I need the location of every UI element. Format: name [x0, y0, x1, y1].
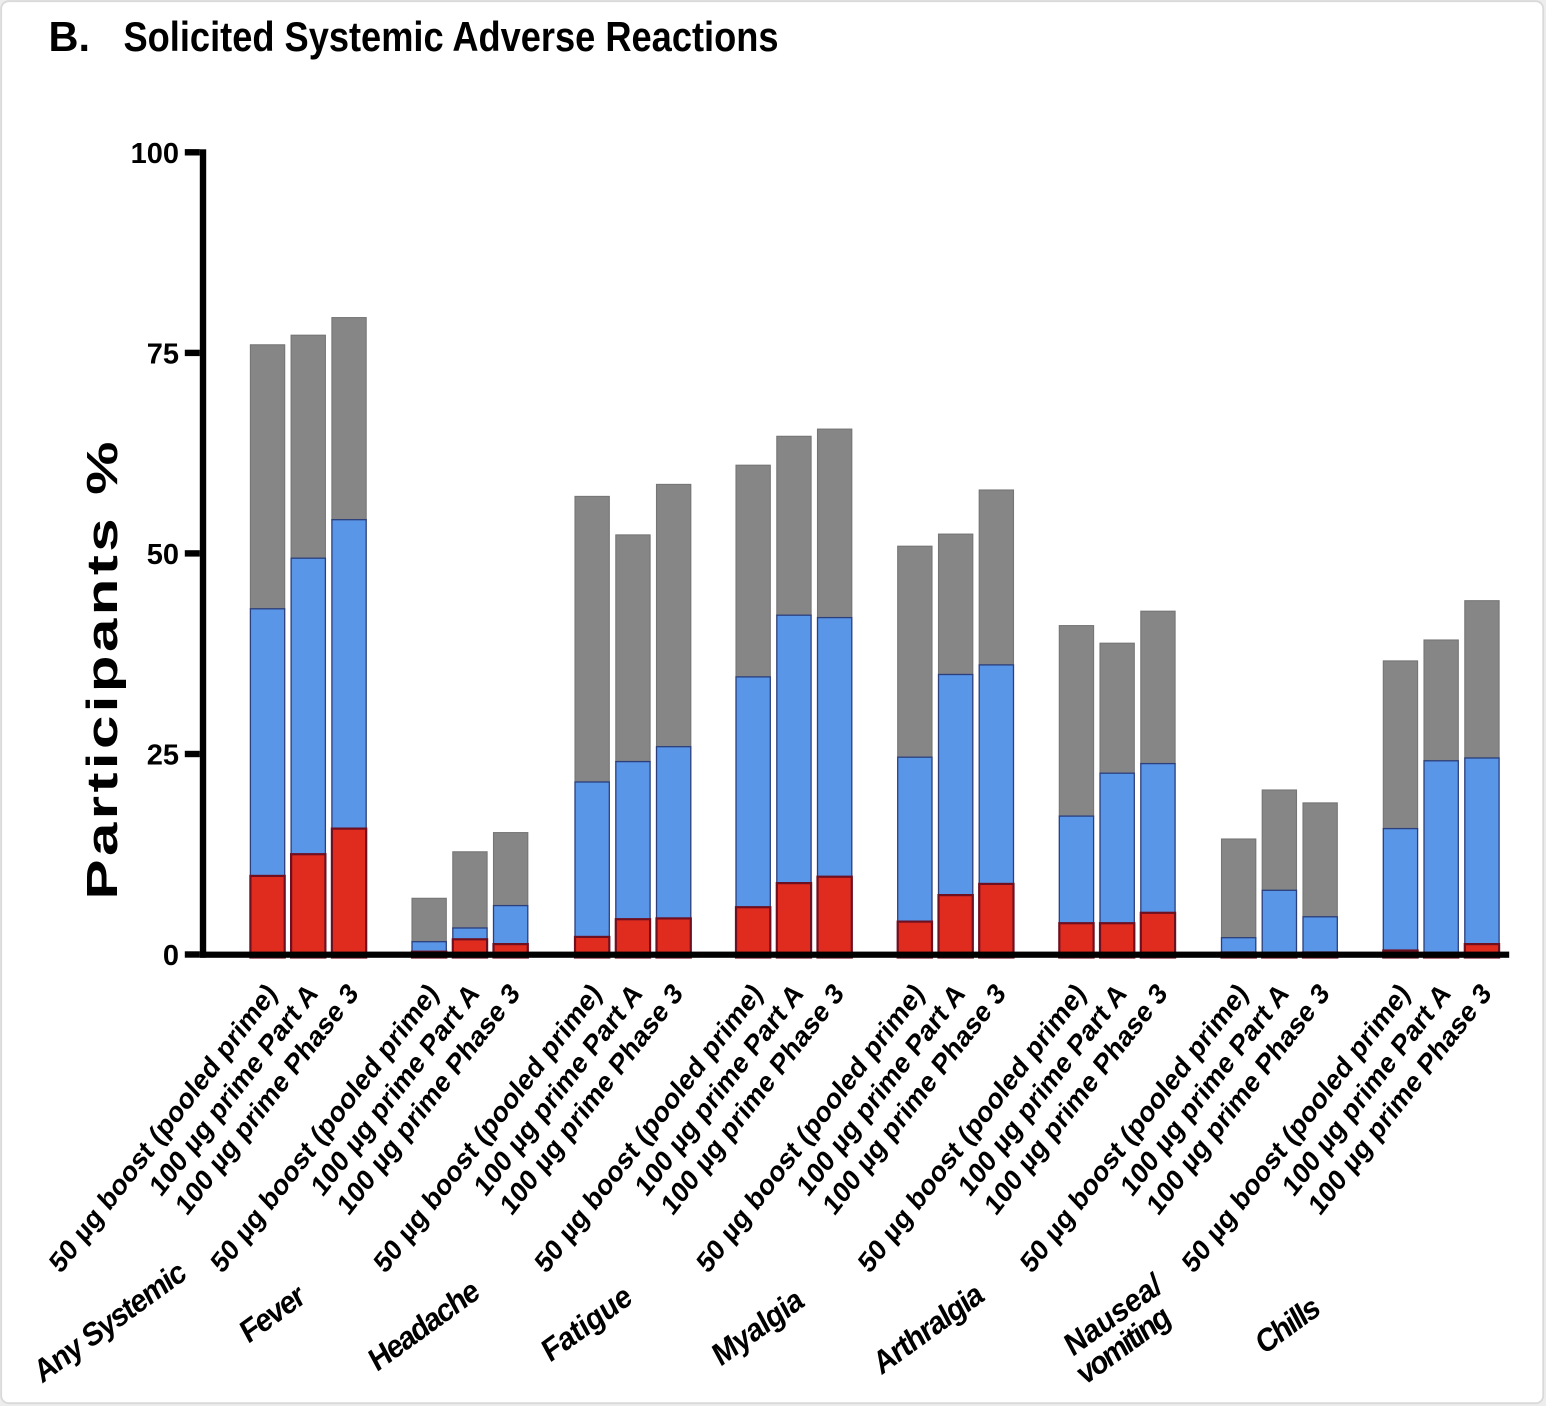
svg-text:75: 75 [147, 338, 179, 370]
svg-text:Solicited Systemic Adverse Rea: Solicited Systemic Adverse Reactions [124, 13, 779, 60]
svg-text:25: 25 [147, 740, 179, 772]
svg-text:Participants %: Participants % [78, 442, 127, 900]
svg-text:B.: B. [49, 13, 91, 60]
svg-text:100: 100 [131, 138, 179, 170]
svg-text:0: 0 [163, 940, 179, 972]
svg-text:50: 50 [147, 539, 179, 571]
